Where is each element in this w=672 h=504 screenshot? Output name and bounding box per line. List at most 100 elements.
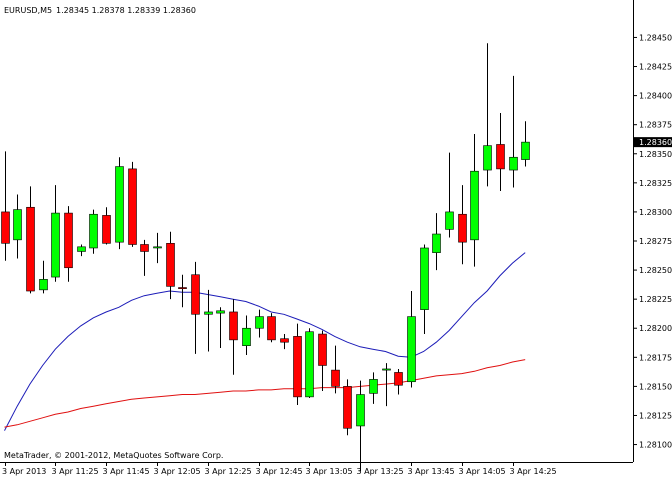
candle[interactable] <box>166 231 175 300</box>
candle-body <box>445 211 454 230</box>
candle[interactable] <box>420 244 429 335</box>
candle-body <box>115 166 124 243</box>
price-tick-label: 1.28350 <box>639 150 672 159</box>
candle[interactable] <box>13 194 22 259</box>
candle[interactable] <box>356 380 365 472</box>
candle-body <box>64 212 73 269</box>
candle[interactable] <box>39 260 48 294</box>
candle[interactable] <box>369 372 378 404</box>
price-tick-label: 1.28300 <box>639 208 672 217</box>
candle[interactable] <box>280 334 289 350</box>
candle[interactable] <box>470 133 479 267</box>
price-tick-label: 1.28375 <box>639 121 672 130</box>
candle[interactable] <box>343 379 352 436</box>
candle[interactable] <box>331 345 340 394</box>
price-tick-label: 1.28450 <box>639 33 672 42</box>
candle-body <box>293 336 302 398</box>
candle[interactable] <box>153 232 162 264</box>
candle-body <box>102 215 111 244</box>
candle-body <box>191 274 200 315</box>
candle-body <box>77 246 86 252</box>
candle[interactable] <box>178 274 187 308</box>
candle[interactable] <box>128 161 137 247</box>
candle-body <box>521 141 530 160</box>
candle[interactable] <box>1 151 10 261</box>
price-tick-label: 1.28100 <box>639 441 672 450</box>
candle[interactable] <box>102 207 111 245</box>
candle[interactable] <box>51 185 60 282</box>
candle-body <box>509 156 518 171</box>
candle[interactable] <box>445 152 454 238</box>
candle-body <box>255 316 264 329</box>
candle-body <box>39 279 48 291</box>
candle-body <box>458 213 467 243</box>
price-tick-label: 1.28225 <box>639 295 672 304</box>
candle-body <box>420 247 429 310</box>
candle[interactable] <box>496 113 505 191</box>
candle-body <box>242 327 251 346</box>
candle[interactable] <box>394 368 403 395</box>
candle[interactable] <box>267 313 276 343</box>
candle[interactable] <box>89 209 98 254</box>
candle-body <box>204 311 213 315</box>
candle[interactable] <box>242 315 251 355</box>
candle-body <box>356 394 365 427</box>
candle-body <box>178 287 187 289</box>
candle-body <box>343 386 352 429</box>
candle[interactable] <box>483 43 492 187</box>
candle[interactable] <box>382 363 391 407</box>
candle[interactable] <box>26 186 35 294</box>
candle-body <box>382 368 391 371</box>
candle-body <box>229 311 238 341</box>
candle-body <box>51 212 60 278</box>
candle[interactable] <box>64 206 73 282</box>
candle[interactable] <box>255 309 264 338</box>
candle-body <box>140 244 149 252</box>
moving-averages <box>4 252 526 431</box>
candle[interactable] <box>216 307 225 349</box>
candle[interactable] <box>229 299 238 375</box>
candle-body <box>470 170 479 241</box>
time-tick-label: 3 Apr 12:05 <box>154 467 201 476</box>
price-axis[interactable]: 1.28450 1.28425 1.28400 1.28375 1.28350 1.283… <box>633 33 672 450</box>
time-tick-label: 3 Apr 12:45 <box>256 467 303 476</box>
candle[interactable] <box>432 213 441 271</box>
candle-body <box>13 209 22 241</box>
candle[interactable] <box>305 328 314 399</box>
candle[interactable] <box>204 289 213 352</box>
candle-body <box>483 145 492 171</box>
price-tick-label: 1.28250 <box>639 266 672 275</box>
candle[interactable] <box>318 330 327 392</box>
time-axis[interactable]: 3 Apr 2013 3 Apr 11:25 3 Apr 11:45 3 Apr 12… <box>2 462 557 476</box>
candle[interactable] <box>140 239 149 276</box>
candle-body <box>369 379 378 394</box>
time-tick-label: 3 Apr 14:05 <box>459 467 506 476</box>
copyright-label: MetaTrader, © 2001-2012, MetaQuotes Soft… <box>4 451 223 460</box>
time-tick-label: 3 Apr 13:25 <box>357 467 404 476</box>
candle[interactable] <box>77 244 86 257</box>
current-price-label: 1.28360 <box>639 138 672 147</box>
candle[interactable] <box>293 323 302 406</box>
candle[interactable] <box>521 121 530 167</box>
candle[interactable] <box>458 185 467 265</box>
candle-body <box>305 331 314 398</box>
time-tick-label: 3 Apr 11:45 <box>103 467 150 476</box>
candle[interactable] <box>115 157 124 250</box>
candle[interactable] <box>407 291 416 388</box>
candle-body <box>89 213 98 249</box>
time-tick-label: 3 Apr 11:25 <box>52 467 99 476</box>
price-tick-label: 1.28425 <box>639 63 672 72</box>
candles[interactable] <box>1 43 530 472</box>
candle[interactable] <box>509 75 518 188</box>
symbol-label: EURUSD,M5 <box>4 6 52 15</box>
slow-moving-average-line <box>4 359 526 428</box>
candle-body <box>496 144 505 170</box>
candle-body <box>128 168 137 245</box>
candle-body <box>267 316 276 341</box>
candle-body <box>153 246 162 249</box>
price-tick-label: 1.28150 <box>639 382 672 391</box>
time-tick-label: 3 Apr 13:05 <box>306 467 353 476</box>
candle[interactable] <box>191 261 200 354</box>
